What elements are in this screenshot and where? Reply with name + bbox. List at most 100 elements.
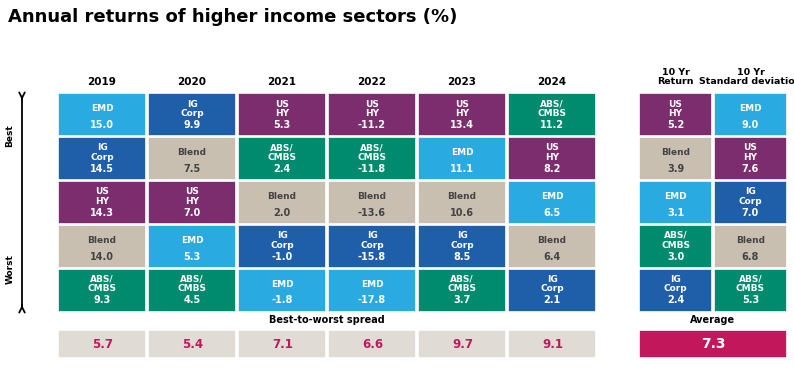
- Text: 2.1: 2.1: [543, 295, 561, 305]
- Text: IG
Corp: IG Corp: [540, 275, 564, 293]
- Text: Blend: Blend: [448, 192, 476, 201]
- Text: -1.8: -1.8: [272, 295, 293, 305]
- Text: IG
Corp: IG Corp: [270, 231, 294, 250]
- Text: 9.9: 9.9: [183, 120, 201, 130]
- Text: -1.0: -1.0: [272, 252, 293, 262]
- Text: ABS/
CMBS: ABS/ CMBS: [448, 275, 476, 293]
- Text: Average: Average: [691, 315, 735, 325]
- Text: ABS/
CMBS: ABS/ CMBS: [268, 143, 296, 162]
- Text: 7.1: 7.1: [272, 337, 293, 350]
- Text: 5.4: 5.4: [183, 337, 203, 350]
- Text: 5.7: 5.7: [92, 337, 114, 350]
- Text: 6.5: 6.5: [543, 208, 561, 218]
- Text: 7.5: 7.5: [183, 164, 201, 174]
- Text: Worst: Worst: [6, 254, 14, 284]
- Text: 7.3: 7.3: [701, 337, 725, 351]
- Text: ABS/
CMBS: ABS/ CMBS: [538, 100, 566, 118]
- Text: -13.6: -13.6: [358, 208, 386, 218]
- Text: ABS/
CMBS: ABS/ CMBS: [357, 143, 387, 162]
- Text: US
HY: US HY: [185, 187, 199, 206]
- Text: Blend: Blend: [538, 236, 566, 245]
- Text: Best-to-worst spread: Best-to-worst spread: [269, 315, 385, 325]
- Text: Blend: Blend: [268, 192, 296, 201]
- Text: 7.0: 7.0: [183, 208, 201, 218]
- Text: 3.0: 3.0: [667, 252, 684, 262]
- Text: 8.2: 8.2: [543, 164, 561, 174]
- Text: IG
Corp: IG Corp: [664, 275, 688, 293]
- Text: 2019: 2019: [87, 77, 117, 87]
- Text: 9.0: 9.0: [742, 120, 759, 130]
- Text: 9.7: 9.7: [453, 337, 473, 350]
- Text: EMD: EMD: [541, 192, 563, 201]
- Text: 3.9: 3.9: [667, 164, 684, 174]
- Text: EMD: EMD: [91, 105, 114, 113]
- Text: 6.4: 6.4: [543, 252, 561, 262]
- Text: 14.5: 14.5: [90, 164, 114, 174]
- Text: Blend: Blend: [661, 148, 690, 157]
- Text: 9.1: 9.1: [542, 337, 563, 350]
- Text: 10.6: 10.6: [450, 208, 474, 218]
- Text: ABS/
CMBS: ABS/ CMBS: [736, 275, 765, 293]
- Text: -11.8: -11.8: [358, 164, 386, 174]
- Text: 11.2: 11.2: [540, 120, 564, 130]
- Text: Blend: Blend: [736, 236, 765, 245]
- Text: 2.0: 2.0: [273, 208, 291, 218]
- Text: 10 Yr
Return: 10 Yr Return: [657, 68, 694, 86]
- Text: Blend: Blend: [178, 148, 206, 157]
- Text: -17.8: -17.8: [358, 295, 386, 305]
- Text: 5.3: 5.3: [742, 295, 759, 305]
- Text: EMD: EMD: [451, 148, 473, 157]
- Text: 7.6: 7.6: [742, 164, 759, 174]
- Text: US
HY: US HY: [365, 100, 379, 118]
- Text: 2.4: 2.4: [667, 295, 684, 305]
- Text: US
HY: US HY: [669, 100, 683, 118]
- Text: 2022: 2022: [357, 77, 387, 87]
- Text: 6.8: 6.8: [742, 252, 759, 262]
- Text: IG
Corp: IG Corp: [180, 100, 204, 118]
- Text: US
HY: US HY: [455, 100, 469, 118]
- Text: 3.1: 3.1: [667, 208, 684, 218]
- Text: -15.8: -15.8: [358, 252, 386, 262]
- Text: ABS/
CMBS: ABS/ CMBS: [178, 275, 206, 293]
- Text: Blend: Blend: [87, 236, 117, 245]
- Text: 2020: 2020: [178, 77, 206, 87]
- Text: Annual returns of higher income sectors (%): Annual returns of higher income sectors …: [8, 8, 457, 26]
- Text: -11.2: -11.2: [358, 120, 386, 130]
- Text: 4.5: 4.5: [183, 295, 201, 305]
- Text: 15.0: 15.0: [90, 120, 114, 130]
- Text: 2023: 2023: [448, 77, 476, 87]
- Text: Blend: Blend: [357, 192, 387, 201]
- Text: 2.4: 2.4: [273, 164, 291, 174]
- Text: IG
Corp: IG Corp: [91, 143, 114, 162]
- Text: EMD: EMD: [665, 192, 687, 201]
- Text: 14.0: 14.0: [90, 252, 114, 262]
- Text: EMD: EMD: [739, 105, 761, 113]
- Text: 2024: 2024: [538, 77, 567, 87]
- Text: 8.5: 8.5: [453, 252, 471, 262]
- Text: IG
Corp: IG Corp: [738, 187, 762, 206]
- Text: US
HY: US HY: [275, 100, 289, 118]
- Text: ABS/
CMBS: ABS/ CMBS: [661, 231, 690, 250]
- Text: US
HY: US HY: [545, 143, 559, 162]
- Text: Best: Best: [6, 124, 14, 147]
- Text: 11.1: 11.1: [450, 164, 474, 174]
- Text: 5.3: 5.3: [183, 252, 201, 262]
- Text: EMD: EMD: [271, 280, 293, 288]
- Text: 3.7: 3.7: [453, 295, 471, 305]
- Text: 5.3: 5.3: [273, 120, 291, 130]
- Text: 10 Yr
Standard deviation: 10 Yr Standard deviation: [700, 68, 794, 86]
- Text: ABS/
CMBS: ABS/ CMBS: [87, 275, 117, 293]
- Text: 7.0: 7.0: [742, 208, 759, 218]
- Text: 2021: 2021: [268, 77, 296, 87]
- Text: 14.3: 14.3: [90, 208, 114, 218]
- Text: 9.3: 9.3: [94, 295, 110, 305]
- Text: IG
Corp: IG Corp: [450, 231, 474, 250]
- Text: 13.4: 13.4: [450, 120, 474, 130]
- Text: EMD: EMD: [360, 280, 384, 288]
- Text: US
HY: US HY: [743, 143, 757, 162]
- Text: EMD: EMD: [181, 236, 203, 245]
- Text: IG
Corp: IG Corp: [360, 231, 384, 250]
- Text: US
HY: US HY: [95, 187, 109, 206]
- Text: 6.6: 6.6: [362, 337, 384, 350]
- Text: 5.2: 5.2: [667, 120, 684, 130]
